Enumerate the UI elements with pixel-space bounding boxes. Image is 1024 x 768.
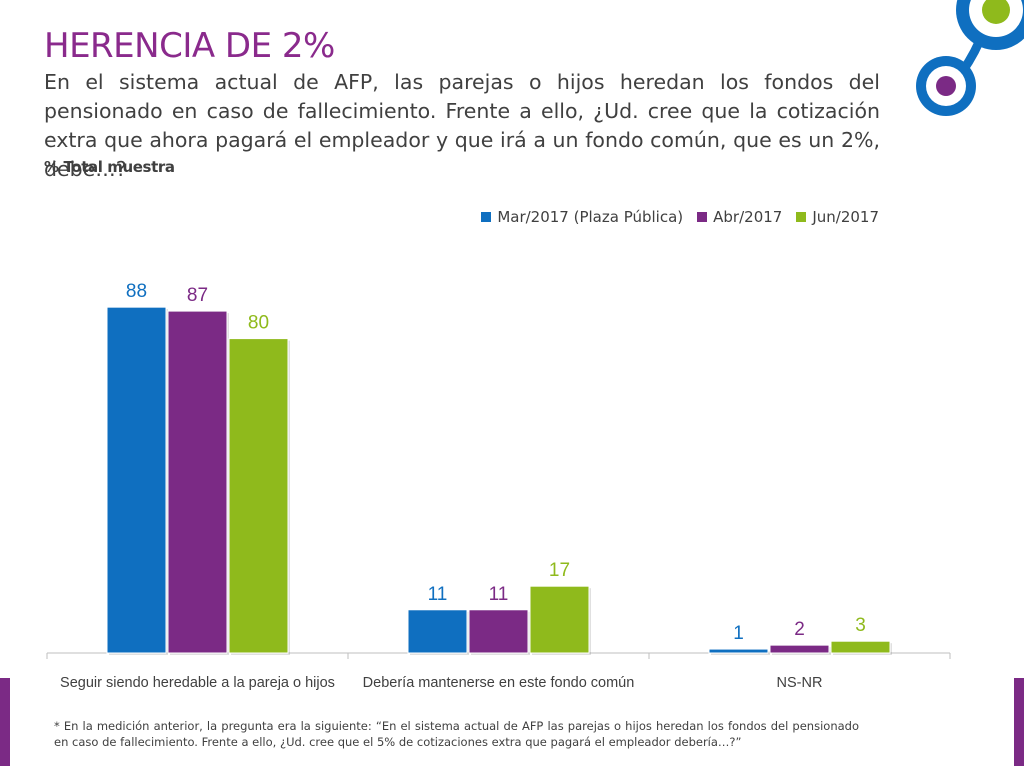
category-label: Debería mantenerse en este fondo común: [363, 675, 635, 691]
category-label: NS-NR: [777, 675, 823, 691]
bar-value-label: 3: [855, 615, 866, 636]
right-accent-bar: [1014, 678, 1024, 766]
bar-value-label: 11: [489, 584, 509, 605]
legend-swatch: [697, 212, 708, 222]
bar-value-label: 80: [248, 313, 269, 334]
bar-value-label: 11: [428, 584, 448, 605]
bar-value-label: 87: [187, 285, 208, 306]
bar-chart: 88 87 80 Seguir siendo heredable a la parej…: [46, 281, 951, 691]
bar: [769, 644, 830, 654]
bar: [167, 310, 228, 654]
category-label: Seguir siendo heredable a la pareja o hi…: [60, 675, 335, 691]
legend-item: Mar/2017 (Plaza Pública): [481, 208, 683, 226]
legend-swatch: [796, 212, 807, 222]
legend-label: Abr/2017: [713, 208, 783, 226]
bar: [529, 585, 590, 654]
bar: [830, 640, 891, 654]
bar: [407, 609, 468, 654]
bar: [468, 609, 529, 654]
bar-value-label: 88: [126, 281, 147, 302]
chart-legend: Mar/2017 (Plaza Pública) Abr/2017 Jun/2017: [467, 208, 879, 226]
sample-label: % Total muestra: [44, 158, 175, 176]
bar-value-label: 2: [794, 619, 805, 640]
decorative-circles-icon: [916, 0, 1024, 116]
survey-question: En el sistema actual de AFP, las parejas…: [44, 70, 880, 181]
legend-swatch: [481, 212, 492, 222]
bar: [708, 648, 769, 654]
legend-item: Jun/2017: [796, 208, 879, 226]
footnote: * En la medición anterior, la pregunta e…: [54, 719, 859, 749]
left-accent-bar: [0, 678, 10, 766]
page-title: HERENCIA DE 2%: [44, 26, 335, 66]
legend-label: Jun/2017: [812, 208, 879, 226]
bar: [228, 338, 289, 654]
bar-value-label: 17: [549, 560, 570, 581]
bar-value-label: 1: [733, 623, 744, 644]
legend-label: Mar/2017 (Plaza Pública): [497, 208, 684, 226]
bar: [106, 306, 167, 654]
legend-item: Abr/2017: [697, 208, 782, 226]
